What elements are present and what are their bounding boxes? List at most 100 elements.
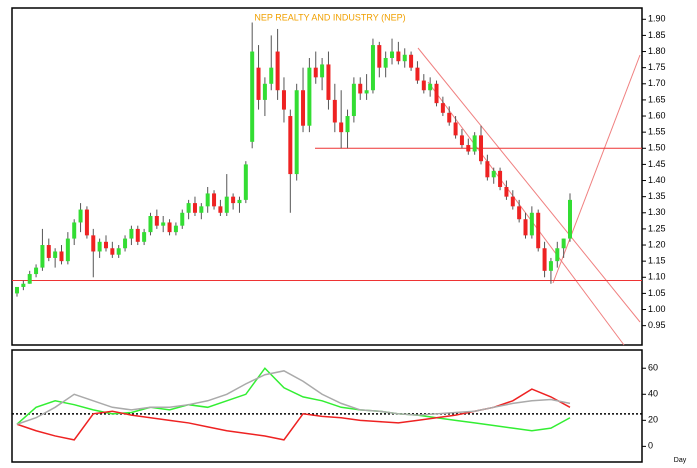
candle-body: [123, 238, 128, 249]
indicator-panel: [11, 349, 643, 463]
candle-body: [396, 51, 401, 62]
candle-body: [27, 274, 32, 284]
y-tick-label: 1.30: [648, 207, 666, 217]
candle-body: [34, 267, 39, 275]
candle-body: [59, 251, 64, 262]
candle-body: [561, 238, 566, 249]
candle-body: [301, 90, 306, 126]
candle-body: [390, 51, 395, 58]
candle-body: [40, 245, 45, 268]
indicator-line: [16, 367, 571, 432]
candle-body: [402, 54, 407, 62]
candle-body: [358, 83, 363, 94]
candle-body: [555, 248, 560, 262]
y-tick-label: 1.90: [648, 14, 666, 24]
candle-body: [434, 83, 439, 104]
indicator-line: [16, 370, 571, 425]
candle-body: [269, 67, 274, 84]
candle-body: [345, 116, 350, 133]
candle-body: [466, 145, 471, 152]
candle-body: [237, 199, 242, 204]
y-tick-label: 1.50: [648, 143, 666, 153]
candle-body: [383, 57, 388, 68]
candle-body: [479, 135, 484, 162]
candle-body: [351, 83, 356, 117]
candle-body: [231, 196, 236, 204]
candle-body: [205, 193, 210, 207]
candle-body: [548, 261, 553, 271]
candle-body: [46, 245, 51, 258]
candle-body: [568, 199, 572, 239]
candle-body: [84, 209, 89, 236]
candle-body: [459, 135, 464, 146]
candle-body: [529, 212, 534, 236]
candle-body: [161, 222, 166, 226]
y-tick-label: 1.35: [648, 191, 666, 201]
candle-body: [250, 51, 255, 142]
candle-body: [262, 83, 267, 100]
x-axis-label: Day: [674, 457, 687, 464]
candle-body: [294, 90, 299, 175]
y-tick-label: 40: [648, 389, 658, 399]
candle-body: [21, 283, 26, 287]
fan-line: [552, 54, 641, 284]
candle-body: [517, 206, 522, 220]
candle-body: [364, 90, 369, 94]
y-tick-label: 1.55: [648, 127, 666, 137]
candle-body: [428, 83, 433, 91]
candle-body: [415, 67, 420, 81]
candle-body: [78, 209, 83, 223]
candle-body: [110, 248, 115, 255]
candle-body: [72, 222, 77, 239]
candle-body: [199, 206, 204, 213]
y-tick-label: 1.25: [648, 223, 666, 233]
candle-body: [167, 222, 172, 233]
y-tick-label: 60: [648, 363, 658, 373]
candle-body: [326, 64, 331, 100]
y-tick-label: 1.85: [648, 30, 666, 40]
y-tick-label: 1.45: [648, 159, 666, 169]
candle-body: [212, 193, 217, 207]
y-tick-label: 1.80: [648, 46, 666, 56]
candle-body: [192, 203, 197, 213]
candle-body: [91, 235, 96, 252]
y-tick-label: 1.60: [648, 110, 666, 120]
y-tick-label: 1.05: [648, 288, 666, 298]
candle-body: [332, 99, 337, 123]
candle-body: [256, 67, 261, 100]
candle-body: [440, 103, 445, 113]
candle-body: [542, 248, 547, 271]
candle-body: [485, 161, 490, 178]
candle-body: [288, 116, 293, 175]
y-tick-label: 1.75: [648, 62, 666, 72]
candle-body: [313, 67, 318, 78]
y-tick-label: 1.40: [648, 175, 666, 185]
candle-body: [275, 51, 280, 91]
candle-body: [116, 248, 121, 255]
candle-body: [218, 206, 223, 213]
candle-body: [65, 238, 70, 262]
candle-body: [148, 216, 153, 233]
candle-body: [320, 64, 325, 78]
candle-body: [281, 90, 286, 110]
candle-body: [53, 251, 58, 258]
candle-body: [498, 170, 503, 187]
candle-body: [409, 54, 414, 68]
y-tick-label: 1.70: [648, 78, 666, 88]
y-tick-label: 1.65: [648, 94, 666, 104]
y-tick-label: 0.95: [648, 320, 666, 330]
candle-body: [472, 135, 477, 152]
candle-body: [243, 164, 248, 200]
candle-body: [15, 286, 19, 294]
candle-body: [510, 196, 515, 207]
candle-body: [370, 45, 375, 91]
candle-body: [97, 241, 102, 252]
candle-body: [103, 241, 108, 249]
candle-body: [491, 170, 496, 178]
candle-body: [154, 216, 159, 226]
candle-body: [504, 186, 509, 197]
channel-upper: [417, 47, 641, 323]
candle-body: [129, 228, 134, 239]
chart-title: NEP REALTY AND INDUSTRY (NEP): [254, 12, 405, 22]
